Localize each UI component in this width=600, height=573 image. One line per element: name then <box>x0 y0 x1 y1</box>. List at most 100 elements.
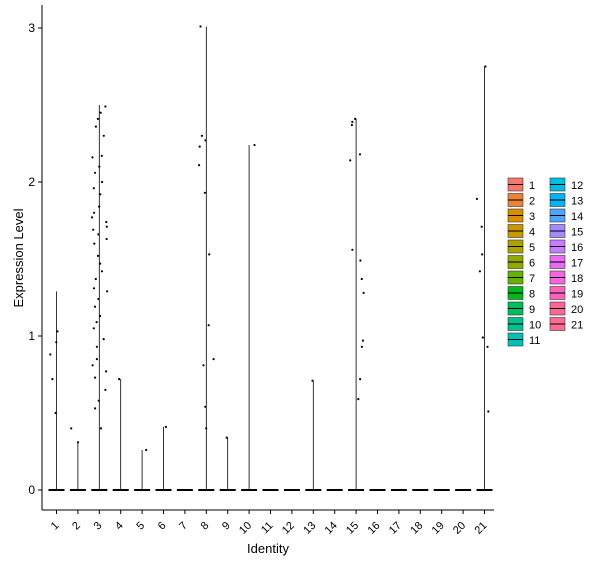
x-tick-label: 15 <box>344 520 361 537</box>
data-point <box>95 358 98 361</box>
data-point <box>351 120 354 123</box>
data-point <box>203 191 206 194</box>
violin-8 <box>198 26 215 491</box>
data-point <box>484 65 487 68</box>
data-point <box>199 25 202 28</box>
data-point <box>208 253 211 256</box>
legend-item-6: 6 <box>507 255 535 270</box>
legend-label: 2 <box>529 196 535 208</box>
data-point <box>354 117 357 120</box>
data-point <box>106 290 109 293</box>
data-point <box>204 405 207 408</box>
legend-label: 21 <box>571 320 583 332</box>
legend-label: 15 <box>571 227 583 239</box>
x-tick-label: 20 <box>451 520 468 537</box>
legend-label: 16 <box>571 242 583 254</box>
legend-item-1: 1 <box>507 177 535 192</box>
legend-label: 19 <box>571 289 583 301</box>
data-point <box>97 399 100 402</box>
legend-item-4: 4 <box>507 224 535 239</box>
data-point <box>100 154 103 157</box>
x-tick-label: 5 <box>134 520 147 533</box>
legend-label: 8 <box>529 289 535 301</box>
legend-item-3: 3 <box>507 208 535 223</box>
data-point <box>96 117 99 120</box>
legend-item-11: 11 <box>507 332 540 347</box>
violin-9 <box>219 437 236 491</box>
x-tick-label: 14 <box>323 520 340 537</box>
data-point <box>98 165 101 168</box>
data-point <box>359 259 362 262</box>
data-point <box>91 364 94 367</box>
y-tick-label: 3 <box>28 21 35 35</box>
data-point <box>100 270 104 273</box>
data-point <box>478 270 481 273</box>
data-point <box>486 345 489 348</box>
x-tick-label: 18 <box>408 520 425 537</box>
data-point <box>99 314 102 318</box>
data-point <box>360 277 363 281</box>
data-point <box>475 197 478 200</box>
data-point <box>481 336 484 339</box>
x-tick-label: 2 <box>70 520 83 533</box>
data-point <box>362 291 365 294</box>
data-point <box>360 345 363 348</box>
data-point <box>202 364 205 367</box>
x-tick-label: 12 <box>280 520 297 537</box>
legend-label: 6 <box>529 258 535 270</box>
legend-item-19: 19 <box>549 286 583 301</box>
legend-item-10: 10 <box>507 317 541 332</box>
y-tick-label: 2 <box>28 175 35 189</box>
data-point <box>91 156 94 159</box>
legend-label: 12 <box>571 180 583 192</box>
data-point <box>349 159 352 162</box>
data-point <box>55 341 58 344</box>
data-point <box>54 411 57 415</box>
data-point <box>102 338 105 341</box>
legend-item-18: 18 <box>549 270 583 285</box>
x-tick-label: 17 <box>387 520 404 537</box>
data-point <box>97 233 100 236</box>
data-point <box>94 125 97 128</box>
data-point <box>105 225 108 228</box>
data-point <box>101 180 104 184</box>
data-point <box>97 297 100 301</box>
data-point <box>311 379 314 382</box>
data-point <box>487 410 490 413</box>
data-point <box>99 427 102 430</box>
data-point <box>76 441 80 444</box>
data-point <box>359 378 362 381</box>
violin-3 <box>91 105 108 491</box>
data-point <box>93 242 96 245</box>
data-point <box>94 376 97 379</box>
data-point <box>104 105 107 108</box>
data-point <box>96 254 100 257</box>
data-point <box>95 321 98 324</box>
data-point <box>95 345 98 348</box>
x-tick-label: 19 <box>430 520 447 537</box>
legend-label: 11 <box>529 335 540 347</box>
x-tick-label: 3 <box>92 520 105 533</box>
data-point <box>70 427 73 430</box>
x-tick-label: 7 <box>177 520 190 533</box>
x-axis-label: Identity <box>247 541 289 556</box>
y-tick-label: 0 <box>28 483 35 497</box>
data-point <box>358 153 362 156</box>
legend-label: 4 <box>529 227 535 239</box>
data-point <box>145 448 148 452</box>
violin-6 <box>155 426 172 491</box>
x-tick-label: 11 <box>259 520 276 537</box>
data-point <box>207 324 210 327</box>
legend-label: 18 <box>571 273 583 285</box>
data-point <box>104 388 107 391</box>
legend-label: 13 <box>571 196 583 208</box>
x-tick-label: 16 <box>365 520 382 537</box>
data-point <box>118 378 121 381</box>
legend-item-21: 21 <box>549 317 583 332</box>
legend-item-17: 17 <box>549 255 583 270</box>
violin-13 <box>305 380 322 491</box>
